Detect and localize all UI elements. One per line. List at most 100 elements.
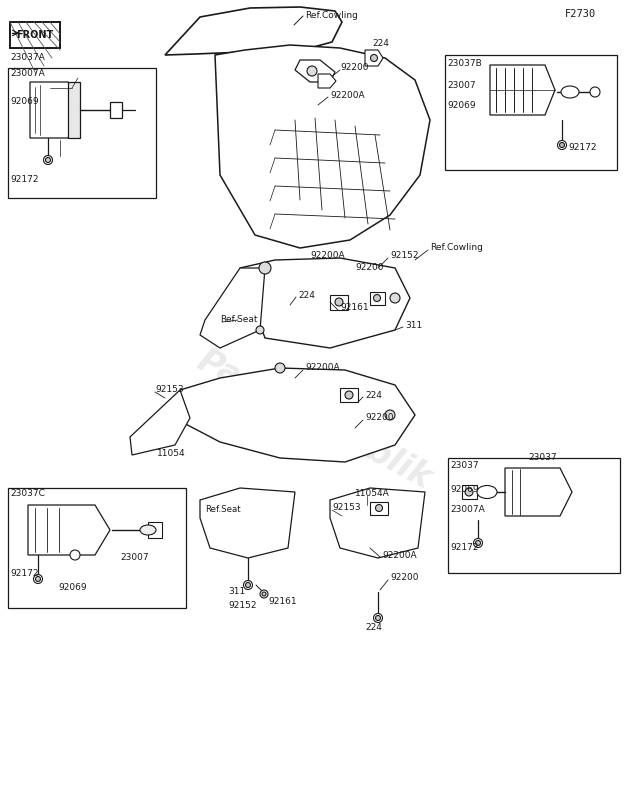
Text: 92172: 92172 [450, 542, 479, 551]
Text: 92153: 92153 [155, 386, 183, 394]
Polygon shape [28, 505, 110, 555]
Circle shape [374, 294, 381, 302]
Text: Ref.Cowling: Ref.Cowling [430, 243, 483, 253]
Circle shape [465, 488, 473, 496]
Text: 92200A: 92200A [382, 550, 416, 559]
Text: 92200: 92200 [355, 262, 384, 271]
Circle shape [590, 87, 600, 97]
Polygon shape [318, 74, 336, 88]
Circle shape [275, 363, 285, 373]
Text: 92200: 92200 [340, 63, 369, 73]
Text: 92161: 92161 [340, 303, 369, 313]
Text: 23007: 23007 [120, 554, 149, 562]
Bar [8, 68, 156, 198]
Text: 11054A: 11054A [355, 489, 390, 498]
Polygon shape [330, 295, 348, 310]
Polygon shape [68, 82, 80, 138]
Circle shape [262, 592, 266, 596]
Polygon shape [200, 488, 295, 558]
Polygon shape [148, 522, 162, 538]
Text: 92200A: 92200A [305, 363, 340, 373]
Circle shape [244, 581, 252, 590]
Bar [445, 55, 617, 170]
Text: 23037B: 23037B [447, 58, 482, 67]
Circle shape [390, 293, 400, 303]
Circle shape [36, 577, 40, 582]
Text: PartsRepublik: PartsRepublik [191, 344, 437, 496]
Text: Ref.Seat: Ref.Seat [205, 506, 241, 514]
Text: 92069: 92069 [450, 486, 479, 494]
Polygon shape [340, 388, 358, 402]
Bar [448, 458, 620, 573]
Polygon shape [370, 502, 388, 515]
Circle shape [43, 155, 53, 165]
Polygon shape [462, 485, 477, 499]
Circle shape [374, 614, 382, 622]
Text: 224: 224 [365, 390, 382, 399]
Circle shape [256, 326, 264, 334]
Polygon shape [295, 60, 335, 82]
Text: 92172: 92172 [10, 175, 38, 185]
Bar [10, 22, 60, 48]
Polygon shape [365, 50, 383, 66]
Circle shape [33, 574, 43, 583]
Circle shape [560, 142, 565, 147]
Circle shape [558, 141, 566, 150]
Text: FRONT: FRONT [16, 30, 53, 40]
Text: 224: 224 [298, 290, 315, 299]
Text: 92172: 92172 [10, 570, 38, 578]
Text: 23007: 23007 [447, 81, 475, 90]
Text: 92069: 92069 [10, 98, 39, 106]
Text: 224: 224 [365, 623, 382, 633]
Polygon shape [165, 7, 342, 55]
Ellipse shape [561, 86, 579, 98]
Text: Ref.Cowling: Ref.Cowling [305, 10, 358, 19]
Text: 311: 311 [405, 321, 422, 330]
Bar [10, 22, 60, 48]
Text: 92161: 92161 [268, 597, 296, 606]
Circle shape [475, 541, 480, 546]
Text: 92152: 92152 [228, 602, 256, 610]
Circle shape [260, 590, 268, 598]
Ellipse shape [477, 486, 497, 498]
Text: 23007A: 23007A [10, 69, 45, 78]
Text: F2730: F2730 [565, 9, 596, 19]
Circle shape [70, 550, 80, 560]
Polygon shape [178, 368, 415, 462]
Circle shape [371, 54, 377, 62]
Polygon shape [370, 292, 385, 305]
Text: 92172: 92172 [568, 143, 597, 153]
Circle shape [345, 391, 353, 399]
Circle shape [474, 538, 482, 547]
Text: 11054: 11054 [157, 449, 186, 458]
Circle shape [385, 410, 395, 420]
Polygon shape [505, 468, 572, 516]
Circle shape [335, 298, 343, 306]
Text: 92069: 92069 [447, 101, 475, 110]
Circle shape [246, 582, 251, 587]
Text: 92200A: 92200A [330, 90, 365, 99]
Polygon shape [490, 65, 555, 115]
Circle shape [307, 66, 317, 76]
Text: 92069: 92069 [58, 583, 87, 593]
Circle shape [259, 262, 271, 274]
Text: 92153: 92153 [332, 503, 360, 513]
Bar [10, 22, 60, 48]
Polygon shape [130, 390, 190, 455]
Text: 92200A: 92200A [310, 250, 345, 259]
Circle shape [376, 615, 381, 621]
Text: 224: 224 [372, 39, 389, 49]
Circle shape [45, 158, 50, 162]
Text: 311: 311 [228, 587, 246, 597]
Polygon shape [200, 268, 265, 348]
Polygon shape [110, 102, 122, 118]
Text: 92200: 92200 [390, 574, 418, 582]
Text: 92200: 92200 [365, 414, 394, 422]
Polygon shape [330, 488, 425, 558]
Polygon shape [240, 258, 410, 348]
Polygon shape [215, 45, 430, 248]
Text: 23037: 23037 [528, 454, 556, 462]
Text: 92152: 92152 [390, 250, 418, 259]
Text: 23037C: 23037C [10, 490, 45, 498]
Polygon shape [30, 82, 80, 138]
